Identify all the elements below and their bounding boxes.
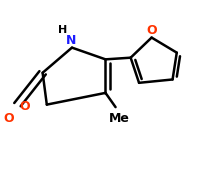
Text: O: O (19, 100, 30, 113)
Text: O: O (3, 112, 14, 125)
Text: N: N (66, 34, 76, 47)
Text: H: H (58, 25, 67, 35)
Text: O: O (146, 24, 157, 37)
Text: Me: Me (109, 112, 130, 125)
